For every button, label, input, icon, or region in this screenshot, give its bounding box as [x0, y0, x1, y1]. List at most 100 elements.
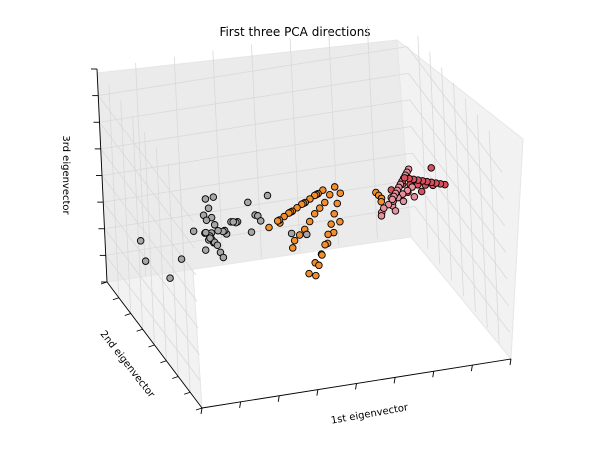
data-point	[410, 193, 419, 201]
x-tick	[316, 389, 319, 396]
y-tick	[148, 344, 155, 348]
data-point	[263, 191, 272, 200]
data-point	[330, 210, 338, 218]
data-point	[388, 195, 397, 204]
data-point	[312, 271, 320, 280]
grid-line	[101, 126, 412, 176]
y-axis-label: 2nd eigenvector	[97, 329, 157, 401]
x-axis-label: 1st eigenvector	[330, 402, 410, 427]
data-point	[330, 183, 339, 191]
grid-line	[120, 100, 132, 314]
data-point	[427, 164, 435, 172]
grid-lines	[97, 26, 511, 393]
data-point	[201, 228, 210, 237]
data-point	[305, 269, 313, 278]
grid-line	[408, 73, 504, 200]
y-tick	[172, 376, 179, 379]
data-point	[303, 230, 311, 239]
grid-line	[100, 148, 197, 276]
grid-line	[108, 84, 120, 298]
data-point	[325, 190, 334, 199]
data-point	[141, 257, 150, 265]
data-point	[166, 274, 174, 282]
data-point	[315, 261, 323, 270]
grid-line	[417, 35, 429, 249]
grid-line	[100, 99, 410, 150]
data-point	[315, 204, 324, 212]
data-point	[327, 220, 335, 228]
data-point	[391, 207, 400, 215]
data-point	[295, 231, 304, 239]
data-point	[336, 189, 345, 197]
data-point	[287, 229, 296, 238]
data-point	[265, 223, 273, 232]
x-tick	[200, 407, 203, 415]
data-point	[273, 217, 282, 225]
data-point	[400, 174, 409, 182]
y-tick	[124, 313, 131, 316]
data-point	[305, 217, 314, 226]
data-point	[377, 212, 386, 220]
data-point	[213, 241, 222, 249]
data-point	[399, 197, 408, 206]
data-point	[204, 204, 213, 213]
data-point	[177, 255, 186, 263]
x-tick	[355, 383, 357, 390]
data-point	[201, 195, 210, 203]
y-tick	[100, 281, 108, 285]
data-point	[289, 244, 297, 252]
x-tick	[277, 395, 280, 402]
data-point	[206, 234, 214, 242]
data-point	[333, 199, 342, 208]
data-point	[377, 197, 386, 206]
data-point	[417, 187, 426, 196]
grid-line	[441, 67, 453, 281]
data-point	[219, 253, 228, 262]
grid-line	[328, 32, 340, 246]
data-point	[202, 216, 211, 225]
y-tick	[195, 407, 203, 411]
data-point	[290, 236, 299, 245]
grid-line	[406, 46, 503, 173]
x-tick	[432, 371, 435, 378]
grid-line	[99, 122, 195, 249]
data-point	[136, 237, 145, 245]
data-point	[209, 193, 218, 201]
grid-line	[409, 99, 506, 227]
data-point	[310, 210, 319, 218]
data-point	[247, 228, 256, 236]
x-tick	[509, 358, 512, 366]
data-point	[210, 221, 219, 229]
x-tick	[239, 401, 242, 408]
data-point	[380, 204, 388, 212]
grid-line	[99, 72, 409, 123]
y-tick	[183, 391, 191, 395]
x-tick	[470, 365, 473, 372]
grid-line	[98, 46, 408, 97]
grid-line	[429, 51, 441, 265]
x-tick	[393, 377, 396, 384]
y-tick	[160, 360, 167, 364]
data-points	[136, 164, 449, 282]
data-point	[214, 226, 222, 235]
data-point	[318, 251, 326, 259]
data-point	[324, 230, 332, 239]
data-point	[244, 198, 252, 207]
data-point	[189, 227, 198, 235]
data-point	[321, 240, 329, 249]
y-tick	[136, 328, 143, 332]
grid-line	[289, 38, 301, 252]
grid-line	[97, 95, 194, 222]
chart-title: First three PCA directions	[219, 25, 370, 39]
y-tick	[112, 297, 120, 301]
axes	[91, 68, 512, 415]
grid-line	[410, 126, 507, 253]
data-point	[256, 217, 265, 225]
grid-line	[101, 175, 198, 302]
data-point	[229, 218, 237, 226]
z-axis-label: 3rd eigenvector	[60, 135, 71, 215]
grid-line	[366, 26, 378, 240]
data-point	[201, 246, 210, 254]
